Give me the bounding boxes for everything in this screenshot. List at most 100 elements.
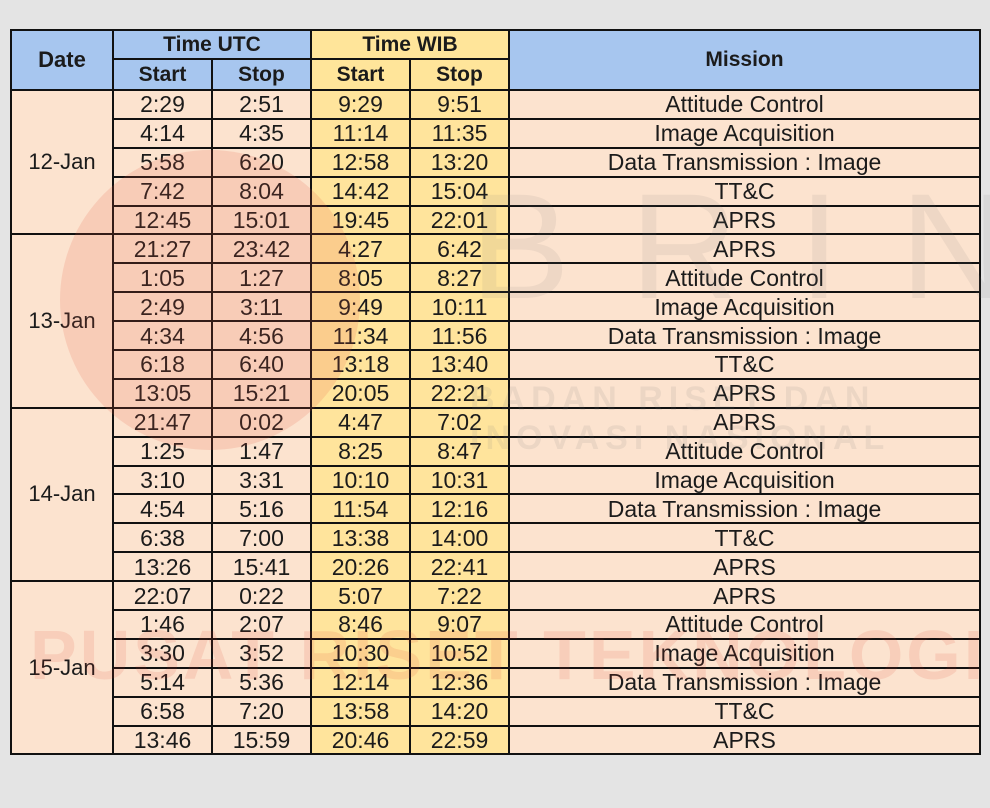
utc-start-cell: 12:45: [112, 204, 213, 236]
table-row: 5:14 5:36 12:14 12:36 Data Transmission : Im…: [11, 666, 981, 698]
date-cell: 12-Jan: [10, 88, 114, 236]
mission-cell: Data Transmission : Image: [508, 146, 981, 178]
wib-start-cell: 13:38: [310, 522, 411, 554]
wib-start-cell: 10:30: [310, 637, 411, 669]
wib-stop-cell: 14:20: [409, 695, 510, 727]
wib-stop-cell: 7:22: [409, 580, 510, 612]
wib-start-cell: 10:10: [310, 464, 411, 496]
utc-stop-cell: 23:42: [211, 233, 312, 265]
wib-stop-cell: 22:21: [409, 377, 510, 409]
mission-cell: APRS: [508, 551, 981, 583]
utc-stop-cell: 6:20: [211, 146, 312, 178]
table-row: 6:58 7:20 13:58 14:20 TT&C: [11, 695, 981, 727]
header-time-wib: Time WIB: [310, 29, 510, 60]
mission-cell: APRS: [508, 724, 981, 756]
mission-cell: Image Acquisition: [508, 117, 981, 149]
wib-start-cell: 13:18: [310, 349, 411, 380]
mission-cell: Image Acquisition: [508, 464, 981, 496]
table-row: 5:58 6:20 12:58 13:20 Data Transmission : Im…: [11, 146, 981, 178]
date-cell: 13-Jan: [10, 233, 114, 409]
wib-start-cell: 19:45: [310, 204, 411, 236]
mission-cell: APRS: [508, 204, 981, 236]
header-date: Date: [10, 29, 114, 91]
table-row: 7:42 8:04 14:42 15:04 TT&C: [11, 175, 981, 207]
mission-cell: Image Acquisition: [508, 637, 981, 669]
utc-stop-cell: 5:16: [211, 493, 312, 525]
utc-stop-cell: 15:41: [211, 551, 312, 583]
wib-stop-cell: 9:07: [409, 609, 510, 640]
utc-start-cell: 21:47: [112, 406, 213, 438]
utc-stop-cell: 0:02: [211, 406, 312, 438]
wib-start-cell: 20:46: [310, 724, 411, 756]
table-row: 6:38 7:00 13:38 14:00 TT&C: [11, 522, 981, 554]
wib-stop-cell: 13:40: [409, 349, 510, 380]
wib-start-cell: 8:05: [310, 262, 411, 294]
utc-start-cell: 1:05: [112, 262, 213, 294]
wib-stop-cell: 12:16: [409, 493, 510, 525]
wib-start-cell: 14:42: [310, 175, 411, 207]
utc-stop-cell: 4:56: [211, 320, 312, 352]
utc-start-cell: 4:54: [112, 493, 213, 525]
utc-start-cell: 2:49: [112, 291, 213, 323]
header-utc-stop: Stop: [211, 58, 312, 91]
date-cell: 15-Jan: [10, 580, 114, 756]
utc-start-cell: 6:38: [112, 522, 213, 554]
wib-start-cell: 12:14: [310, 666, 411, 698]
mission-cell: Data Transmission : Image: [508, 666, 981, 698]
table-row: 13:05 15:21 20:05 22:21 APRS: [11, 377, 981, 409]
mission-cell: Attitude Control: [508, 435, 981, 467]
utc-stop-cell: 0:22: [211, 580, 312, 612]
wib-start-cell: 8:46: [310, 609, 411, 640]
wib-start-cell: 11:14: [310, 117, 411, 149]
table-row: 4:14 4:35 11:14 11:35 Image Acquisition: [11, 117, 981, 149]
utc-start-cell: 4:34: [112, 320, 213, 352]
wib-stop-cell: 12:36: [409, 666, 510, 698]
utc-stop-cell: 5:36: [211, 666, 312, 698]
mission-cell: Attitude Control: [508, 89, 981, 120]
utc-stop-cell: 1:27: [211, 262, 312, 294]
wib-start-cell: 13:58: [310, 695, 411, 727]
utc-start-cell: 3:30: [112, 637, 213, 669]
wib-stop-cell: 11:56: [409, 320, 510, 352]
table-row: 13-Jan 21:27 23:42 4:27 6:42 APRS: [10, 233, 981, 409]
table-row: 12-Jan 2:29 2:51 9:29 9:51 Attitude Control: [10, 88, 981, 236]
wib-start-cell: 8:25: [310, 435, 411, 467]
mission-cell: APRS: [508, 233, 981, 265]
wib-stop-cell: 22:01: [409, 204, 510, 236]
table-row: 4:54 5:16 11:54 12:16 Data Transmission : Im…: [11, 493, 981, 525]
wib-stop-cell: 8:47: [409, 435, 510, 467]
header-mission: Mission: [508, 29, 981, 91]
utc-start-cell: 1:46: [112, 609, 213, 640]
date-cell: 14-Jan: [10, 406, 114, 583]
header-utc-start: Start: [112, 58, 213, 91]
utc-stop-cell: 3:11: [211, 291, 312, 323]
wib-stop-cell: 10:52: [409, 637, 510, 669]
wib-start-cell: 11:54: [310, 493, 411, 525]
table-row: 13:26 15:41 20:26 22:41 APRS: [11, 551, 981, 583]
table-row: 14-Jan 21:47 0:02 4:47 7:02 APRS: [10, 406, 981, 583]
utc-stop-cell: 3:31: [211, 464, 312, 496]
mission-cell: TT&C: [508, 175, 981, 207]
utc-start-cell: 13:46: [112, 724, 213, 756]
mission-cell: TT&C: [508, 695, 981, 727]
mission-cell: Attitude Control: [508, 609, 981, 640]
mission-cell: Data Transmission : Image: [508, 320, 981, 352]
utc-start-cell: 5:14: [112, 666, 213, 698]
utc-stop-cell: 7:20: [211, 695, 312, 727]
mission-cell: APRS: [508, 406, 981, 438]
table-row: 1:46 2:07 8:46 9:07 Attitude Control: [11, 609, 981, 640]
utc-stop-cell: 2:07: [211, 609, 312, 640]
table-row: 4:34 4:56 11:34 11:56 Data Transmission : Im…: [11, 320, 981, 352]
wib-stop-cell: 14:00: [409, 522, 510, 554]
utc-start-cell: 3:10: [112, 464, 213, 496]
utc-start-cell: 22:07: [112, 580, 213, 612]
table-row: 6:18 6:40 13:18 13:40 TT&C: [11, 349, 981, 380]
wib-stop-cell: 10:11: [409, 291, 510, 323]
wib-start-cell: 11:34: [310, 320, 411, 352]
utc-start-cell: 2:29: [112, 89, 213, 120]
wib-stop-cell: 13:20: [409, 146, 510, 178]
utc-stop-cell: 4:35: [211, 117, 312, 149]
utc-start-cell: 21:27: [112, 233, 213, 265]
table-body: 12-Jan 2:29 2:51 9:29 9:51 Attitude Control 4:…: [10, 88, 981, 756]
utc-start-cell: 13:05: [112, 377, 213, 409]
